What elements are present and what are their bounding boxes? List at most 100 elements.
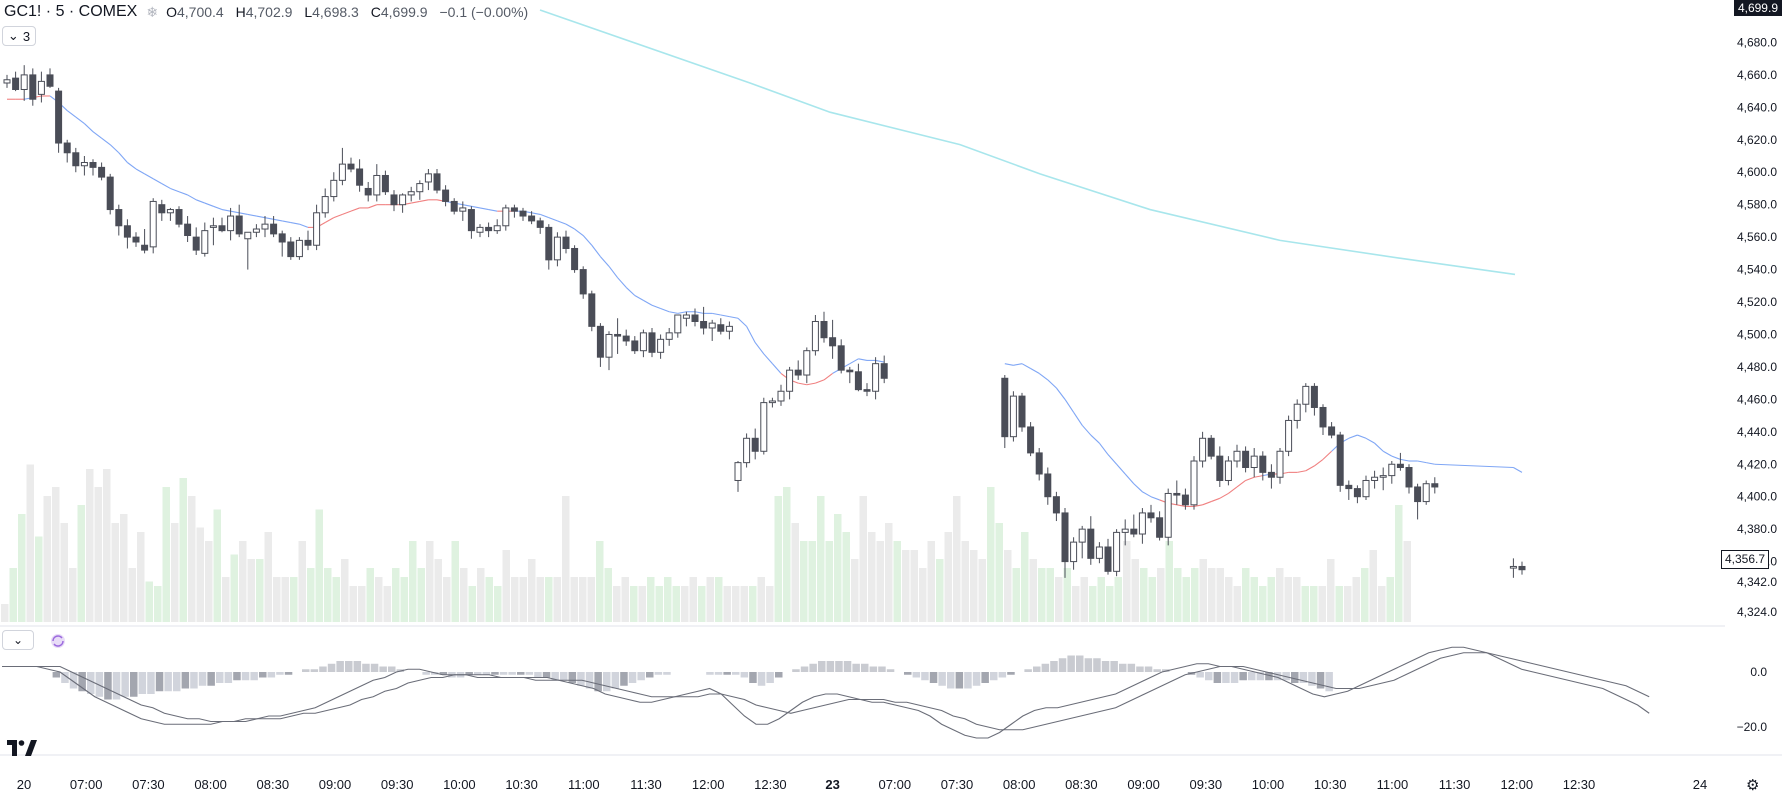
market-status-icon[interactable]: ❄ — [146, 3, 159, 20]
ema-fast-segment — [1047, 379, 1057, 389]
ema-fast-segment — [144, 173, 154, 180]
candle-body — [123, 225, 131, 238]
macd-histogram-bar — [1136, 666, 1144, 672]
symbol-title[interactable]: GC1! · 5 · COMEX — [4, 3, 138, 20]
volume-bar — [1029, 559, 1037, 622]
volume-bar — [230, 554, 238, 622]
settings-gear-icon[interactable]: ⚙ — [1746, 777, 1760, 794]
ema-fast-segment — [230, 210, 240, 214]
ema-fast-segment — [479, 207, 489, 211]
ema-fast-segment — [582, 235, 593, 246]
ema-fast-segment — [273, 218, 283, 222]
volume-bar — [307, 568, 315, 622]
macd-histogram-bar — [1033, 666, 1041, 672]
volume-bar — [35, 536, 43, 622]
candle-body — [485, 226, 493, 232]
ema-fast-segment — [1142, 491, 1152, 498]
candle-body — [89, 162, 97, 168]
volume-bar — [366, 568, 374, 622]
volume-bar — [698, 586, 706, 622]
candle-body — [811, 320, 819, 352]
volume-bar — [1395, 505, 1403, 622]
volume-bar — [1046, 568, 1054, 622]
ema-fast-segment — [66, 110, 77, 118]
ema-fast-segment — [548, 217, 558, 222]
candle-body — [227, 215, 235, 232]
candle-body — [1190, 460, 1198, 506]
price-tick-label: 4,420.0 — [1737, 457, 1777, 471]
volume-bar — [1301, 586, 1309, 622]
macd-histogram-bar — [87, 672, 95, 694]
macd-histogram-bar — [861, 663, 869, 672]
time-tick-label: 11:00 — [1377, 777, 1409, 792]
ema-fast-segment — [1211, 497, 1220, 503]
volume-bar — [171, 523, 179, 622]
volume-bar — [1378, 586, 1386, 622]
indicators-toggle-button[interactable]: ⌄ 3 — [2, 26, 36, 46]
time-tick-label: 07:00 — [70, 777, 103, 792]
macd-histogram-bar — [216, 672, 224, 683]
ema-fast-segment — [754, 342, 765, 355]
candles-layer — [3, 65, 1526, 578]
ema-fast-segment — [1314, 458, 1324, 467]
ema-fast-segment — [1513, 467, 1523, 473]
candle-body — [708, 322, 716, 329]
ema-fast-segment — [660, 307, 670, 313]
macd-histogram-bar — [1308, 672, 1316, 686]
volume-bar — [876, 541, 884, 622]
ema-fast-segment — [368, 204, 377, 209]
sync-icon[interactable] — [52, 635, 64, 647]
volume-bar — [1361, 568, 1369, 622]
ema-fast-segment — [1357, 434, 1367, 439]
ema-fast-segment — [651, 304, 661, 310]
candle-body — [356, 168, 364, 186]
time-tick-label: 11:00 — [568, 777, 600, 792]
macd-histogram-bar — [147, 672, 155, 694]
volume-bar — [222, 577, 230, 622]
ema-fast-segment — [1107, 454, 1118, 465]
ema-fast-segment — [712, 312, 721, 316]
macd-pane-toggle-button[interactable]: ⌄ — [2, 630, 34, 650]
candle-body — [1138, 512, 1146, 535]
volume-bar — [205, 541, 213, 622]
macd-histogram-bar — [1110, 661, 1118, 672]
ema-fast-segment — [333, 213, 343, 219]
tradingview-logo-icon[interactable] — [7, 740, 37, 756]
macd-axis: 0.0 −20.0 — [1737, 665, 1768, 734]
volume-bar — [26, 464, 34, 622]
macd-histogram-bar — [1127, 663, 1136, 672]
candle-body — [3, 79, 11, 84]
candle-body — [20, 74, 28, 90]
macd-histogram-bar — [714, 672, 723, 675]
macd-histogram-bar — [938, 672, 946, 686]
ema-fast-segment — [1236, 480, 1246, 488]
candle-body — [803, 350, 811, 376]
volume-bar — [638, 586, 646, 622]
macd-histogram-bar — [611, 672, 620, 689]
ema-fast-segment — [178, 191, 188, 196]
macd-line — [2, 646, 1650, 739]
candle-body — [751, 437, 759, 452]
time-tick-label: 09:30 — [381, 777, 414, 792]
ema-fast-segment — [1254, 475, 1263, 478]
ema-fast-segment — [574, 228, 584, 236]
volume-bar — [154, 586, 162, 622]
candle-body — [674, 314, 682, 334]
time-tick-label: 23 — [825, 777, 839, 792]
last-price-badge: 4,356.7 — [1721, 550, 1770, 569]
candle-body — [493, 225, 501, 232]
ema-fast-segment — [92, 131, 102, 139]
volume-bar — [1055, 577, 1063, 622]
macd-histogram-bar — [1230, 672, 1239, 683]
volume-bar — [477, 568, 485, 622]
time-tick-label: 10:30 — [1314, 777, 1347, 792]
time-tick-label: 08:30 — [1065, 777, 1098, 792]
volume-bar — [349, 586, 357, 622]
indicators-count: 3 — [22, 28, 31, 44]
ema-fast-segment — [488, 209, 498, 212]
candle-body — [1396, 463, 1404, 468]
volume-bar — [800, 541, 808, 622]
volume-bar — [468, 586, 476, 622]
high-key: H — [235, 4, 246, 20]
